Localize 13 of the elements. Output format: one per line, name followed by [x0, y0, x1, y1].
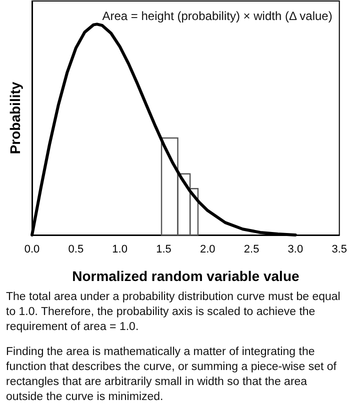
x-tick-label: 1.5	[156, 244, 172, 256]
text: The total area under a probability distribution curve must be equal to 1.0. Therefore, the probability axis is scaled to achieve the requirement of area = 1.0.	[6, 290, 342, 335]
x-tick-label: 3.5	[332, 244, 348, 256]
x-tick-label: 2.0	[200, 244, 216, 256]
x-tick-label: 2.5	[244, 244, 260, 256]
y-axis-title: Probability	[7, 82, 23, 154]
x-tick-label: 1.0	[112, 244, 128, 256]
x-tick-label: 3.0	[288, 244, 304, 256]
x-axis-title: Normalized random variable value	[72, 268, 300, 284]
x-tick-label: 0.0	[24, 244, 40, 256]
text: Area = height (probability) × width (Δ value)	[102, 9, 332, 23]
text: Finding the area is mathematically a matter of integrating the function that describes the curve, or summing a piece-wise set of rectangles that are arbitrarily small in width so that the area outside the curve is minimized.	[6, 345, 338, 405]
x-tick-label: 0.5	[68, 244, 84, 256]
